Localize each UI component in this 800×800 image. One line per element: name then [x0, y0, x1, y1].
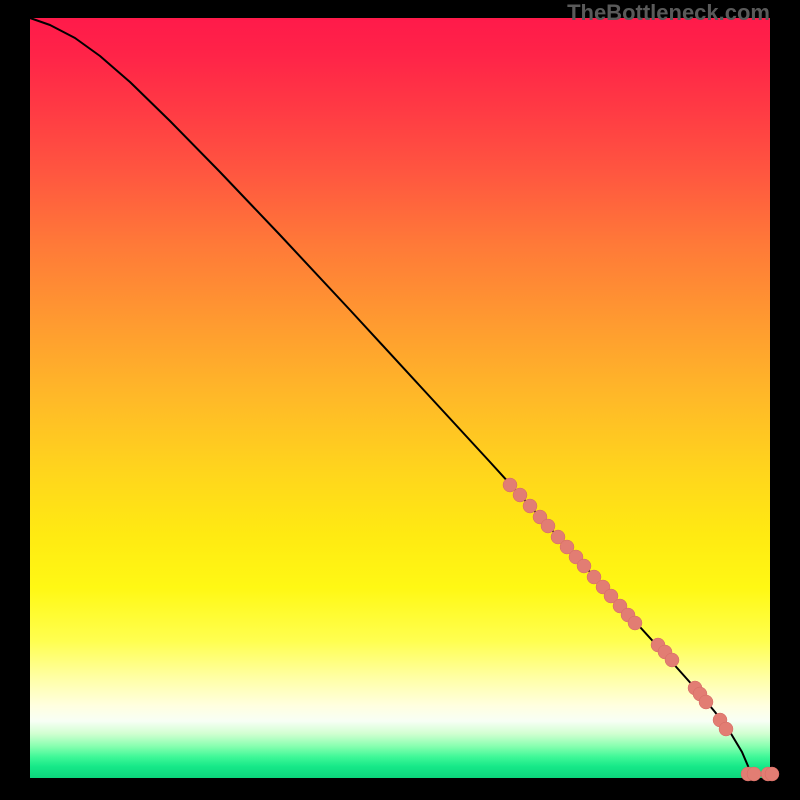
scatter-point	[747, 767, 761, 781]
chart-svg	[0, 0, 800, 800]
scatter-point	[765, 767, 779, 781]
watermark-text: TheBottleneck.com	[567, 0, 770, 26]
scatter-point	[523, 499, 537, 513]
scatter-point	[719, 722, 733, 736]
chart-container: TheBottleneck.com	[0, 0, 800, 800]
scatter-point	[513, 488, 527, 502]
scatter-point	[665, 653, 679, 667]
plot-background	[30, 18, 770, 778]
scatter-point	[628, 616, 642, 630]
scatter-point	[577, 559, 591, 573]
scatter-point	[541, 519, 555, 533]
scatter-point	[699, 695, 713, 709]
